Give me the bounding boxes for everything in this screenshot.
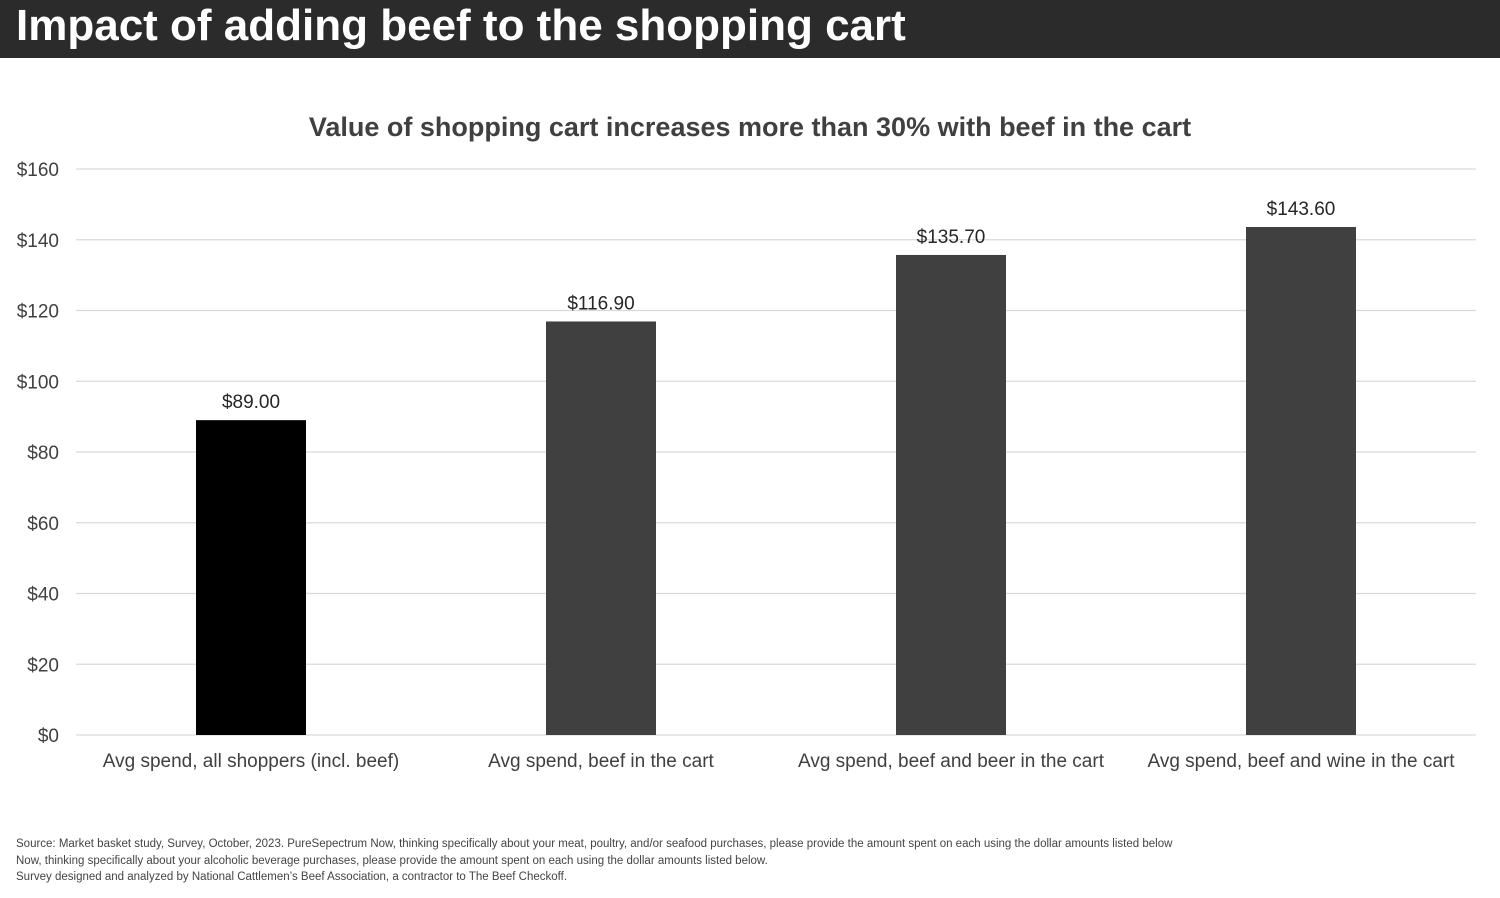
bar-chart: $0 $20 $40 $60 $80 $100 $120 $140 $160 $89.00 Avg … — [17, 160, 1476, 772]
source-footnote: Source: Market basket study, Survey, Oct… — [16, 836, 1486, 886]
y-tick-label: $160 — [17, 160, 59, 181]
y-tick-label: $0 — [38, 726, 59, 747]
chart-title: Value of shopping cart increases more th… — [308, 112, 1192, 142]
x-tick-label: Avg spend, beef and wine in the cart — [1147, 751, 1455, 772]
page-title: Impact of adding beef to the shopping ca… — [16, 1, 906, 50]
footnote-line: Survey designed and analyzed by National… — [16, 871, 568, 883]
y-tick-label: $120 — [17, 302, 59, 323]
footnote-line: Source: Market basket study, Survey, Oct… — [16, 838, 1173, 850]
y-tick-label: $100 — [17, 372, 59, 393]
x-tick-label: Avg spend, beef in the cart — [488, 751, 714, 772]
y-tick-label: $40 — [27, 585, 59, 606]
x-tick-label: Avg spend, all shoppers (incl. beef) — [103, 751, 399, 772]
y-tick-label: $60 — [27, 514, 59, 535]
data-label: $143.60 — [1267, 199, 1336, 220]
bar — [546, 321, 656, 735]
y-tick-label: $20 — [27, 655, 59, 676]
data-label: $135.70 — [917, 227, 986, 248]
y-tick-label: $80 — [27, 443, 59, 464]
data-label: $116.90 — [567, 293, 634, 314]
bar — [1246, 227, 1356, 735]
footnote-line: Now, thinking specifically about your al… — [16, 854, 768, 867]
bar — [196, 420, 306, 735]
x-tick-label: Avg spend, beef and beer in the cart — [798, 751, 1105, 772]
header-bar: Impact of adding beef to the shopping ca… — [0, 0, 1500, 58]
y-tick-label: $140 — [17, 231, 59, 252]
data-label: $89.00 — [222, 392, 280, 413]
bar — [896, 254, 1006, 735]
